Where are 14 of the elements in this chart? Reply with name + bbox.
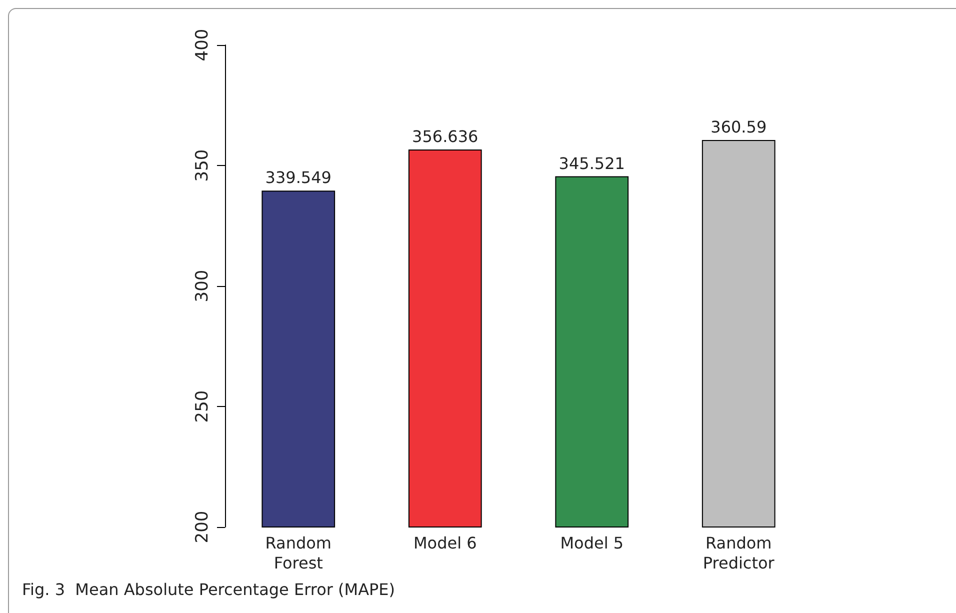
data-label: 345.521 [558,154,625,173]
data-label: 360.59 [710,117,767,136]
x-tick-label: Random Forest [265,534,332,572]
y-tick-label: 200 [192,510,212,544]
x-tick-label: Model 5 [560,534,624,552]
x-tick-label: Random Predictor [702,534,775,572]
x-tick-label: Model 6 [413,534,477,552]
y-tick-label: 300 [192,270,212,302]
y-tick-label: 250 [192,390,212,423]
data-label: 356.636 [412,127,478,146]
y-tick-label: 400 [192,28,212,62]
caption: Fig. 3 Mean Absolute Percentage Error (MAPE) [22,580,396,599]
y-tick-label: 350 [192,149,212,182]
data-label: 339.549 [265,168,332,188]
